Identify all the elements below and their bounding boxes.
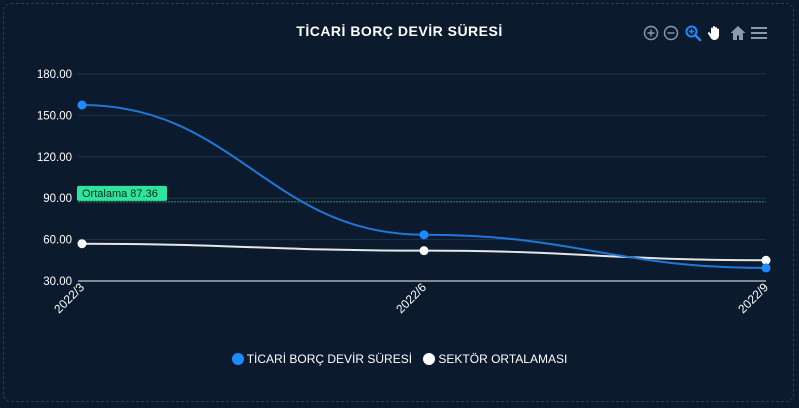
legend-item-trade-payable-days[interactable]: TİCARİ BORÇ DEVİR SÜRESİ	[231, 352, 413, 366]
legend-marker-icon	[423, 353, 436, 365]
pan-hand-icon[interactable]	[706, 24, 724, 42]
legend-label: SEKTÖR ORTALAMASI	[438, 352, 568, 366]
menu-icon[interactable]	[750, 24, 768, 42]
legend-item-sector-average[interactable]: SEKTÖR ORTALAMASI	[423, 352, 567, 366]
legend-marker-icon	[231, 353, 244, 365]
chart-title: TİCARİ BORÇ DEVİR SÜRESİ	[296, 23, 503, 39]
home-icon[interactable]	[729, 24, 747, 42]
zoom-out-icon[interactable]	[662, 24, 680, 42]
legend-label: TİCARİ BORÇ DEVİR SÜRESİ	[246, 352, 413, 366]
magnifier-icon[interactable]	[684, 24, 702, 42]
chart-legend: TİCARİ BORÇ DEVİR SÜRESİ SEKTÖR ORTALAMA…	[0, 352, 799, 368]
chart-panel	[3, 3, 794, 402]
zoom-in-icon[interactable]	[642, 24, 660, 42]
